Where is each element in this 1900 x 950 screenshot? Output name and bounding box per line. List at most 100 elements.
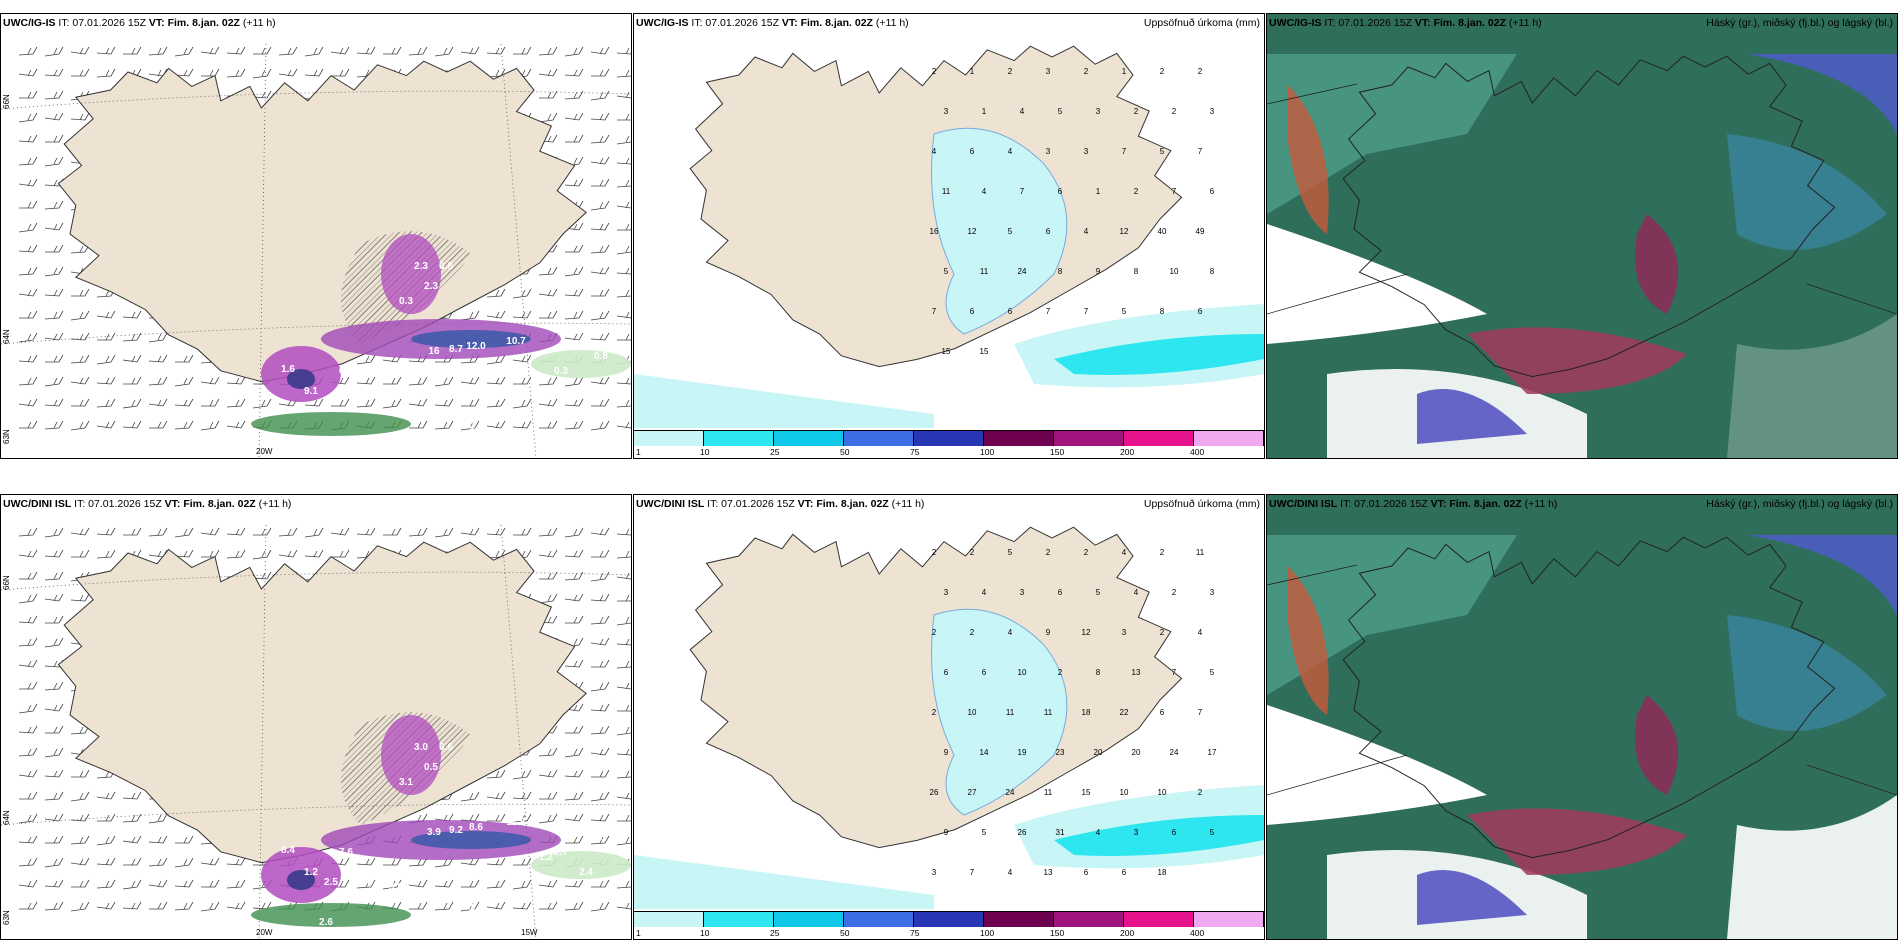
precip-value-label: 4 — [932, 147, 937, 156]
wind-barb — [45, 835, 64, 844]
wind-barb — [19, 791, 38, 800]
precip-value-label: 2 — [1084, 67, 1089, 76]
wind-barb — [590, 244, 610, 254]
precip-value-label: 9 — [1046, 628, 1051, 637]
precip-value-label: 2 — [932, 548, 937, 557]
precip-value-label: 1 — [982, 107, 987, 116]
wind-barb — [383, 46, 402, 55]
colorbar-label: 100 — [980, 447, 995, 457]
wind-barb — [44, 593, 64, 602]
wind-barb — [18, 813, 38, 824]
precip-value-label: 6 — [1084, 868, 1089, 877]
precip-value-label: 3 — [944, 107, 949, 116]
wind-barb — [565, 244, 584, 253]
precip-value-label: 2 — [1160, 628, 1165, 637]
wind-barb — [512, 420, 532, 429]
temperature-label: 0.3 — [324, 396, 338, 407]
mid-cloud-area — [1727, 615, 1887, 731]
wind-barb — [18, 156, 38, 166]
precip-value-label: 7 — [1020, 187, 1025, 196]
precip-value-label: 11 — [1044, 788, 1053, 797]
cloud-area — [1267, 535, 1517, 695]
wind-barb — [590, 703, 610, 712]
wind-barb — [122, 354, 142, 363]
colorbar-swatch — [704, 430, 774, 446]
precip-value-label: 3 — [1084, 147, 1089, 156]
wind-barb — [460, 901, 480, 912]
wind-barb — [408, 879, 428, 888]
wind-barb — [564, 703, 584, 712]
wind-barb — [174, 46, 194, 57]
cloud-cover-map — [1267, 495, 1897, 939]
precip-value-label: 7 — [1172, 668, 1177, 677]
precip-value-label: 4 — [1008, 868, 1013, 877]
wind-barb — [590, 791, 610, 802]
wind-barb — [616, 157, 631, 165]
wind-barb — [616, 69, 631, 78]
temperature-label: 0.3 — [554, 366, 568, 377]
longitude-label: 20W — [256, 447, 273, 456]
precip-value-label: 5 — [1210, 668, 1215, 677]
wind-barb — [434, 398, 454, 407]
panel-bottom-precip: UWC/DINI ISL IT: 07.01.2026 15Z VT: Fim.… — [633, 494, 1265, 940]
wind-barb — [486, 901, 506, 910]
temperature-label: 3.0 — [414, 742, 428, 753]
precip-area — [1054, 815, 1264, 856]
precip-value-label: 4 — [1008, 147, 1013, 156]
wind-barb — [382, 398, 402, 409]
precip-area — [381, 234, 441, 314]
wind-barb — [331, 68, 350, 77]
wind-barb — [70, 112, 90, 121]
latitude-label: 63N — [2, 429, 11, 444]
wind-barb — [538, 68, 558, 77]
wind-barb — [44, 813, 64, 822]
precip-value-label: 6 — [1172, 828, 1177, 837]
wind-barb — [616, 572, 631, 580]
temperature-label: 6.0 — [339, 366, 353, 377]
wind-barb — [617, 333, 631, 341]
precip-value-label: 4 — [1134, 588, 1139, 597]
precip-value-label: 11 — [942, 187, 951, 196]
wind-barb — [122, 332, 142, 342]
colorbar-swatch — [1054, 911, 1124, 927]
wind-barb — [18, 659, 38, 668]
wind-barb — [226, 549, 246, 559]
precip-value-label: 18 — [1082, 708, 1091, 717]
precip-value-label: 10 — [968, 708, 977, 717]
precip-core — [287, 369, 315, 389]
temperature-label: 8.6 — [469, 822, 483, 833]
wind-barb — [175, 835, 194, 844]
wind-barb — [96, 879, 116, 889]
high-cloud-area — [1287, 565, 1329, 715]
wind-barb — [590, 747, 610, 756]
precip-value-label: 11 — [1044, 708, 1053, 717]
precip-value-label: 2 — [932, 67, 937, 76]
precip-value-label: 7 — [1084, 307, 1089, 316]
temperature-label: 9.1 — [304, 386, 318, 397]
precip-value-label: 10 — [1158, 788, 1167, 797]
colorbar-label: 150 — [1050, 928, 1065, 938]
wind-barb — [252, 549, 272, 560]
precip-value-label: 3 — [1122, 628, 1127, 637]
wind-barb — [44, 747, 64, 758]
colorbar-label: 1 — [636, 447, 641, 457]
wind-barb — [539, 90, 558, 99]
wind-barb — [122, 791, 142, 800]
precip-value-label: 8 — [1160, 307, 1165, 316]
mid-cloud-area — [1727, 134, 1887, 250]
wind-barb — [45, 615, 64, 624]
precip-value-label: 5 — [1122, 307, 1127, 316]
wind-barb — [564, 46, 584, 57]
wind-barb — [486, 310, 506, 319]
precip-value-label: 6 — [1160, 708, 1165, 717]
wind-barb — [590, 46, 610, 55]
wind-barb — [331, 549, 350, 558]
wind-barb — [617, 814, 631, 822]
wind-barb — [486, 288, 506, 298]
wind-barb — [616, 91, 631, 99]
wind-barb — [590, 571, 610, 582]
precip-value-label: 2 — [932, 708, 937, 717]
precip-value-label: 4 — [1122, 548, 1127, 557]
wind-barb — [71, 288, 90, 297]
precip-value-label: 5 — [1008, 227, 1013, 236]
